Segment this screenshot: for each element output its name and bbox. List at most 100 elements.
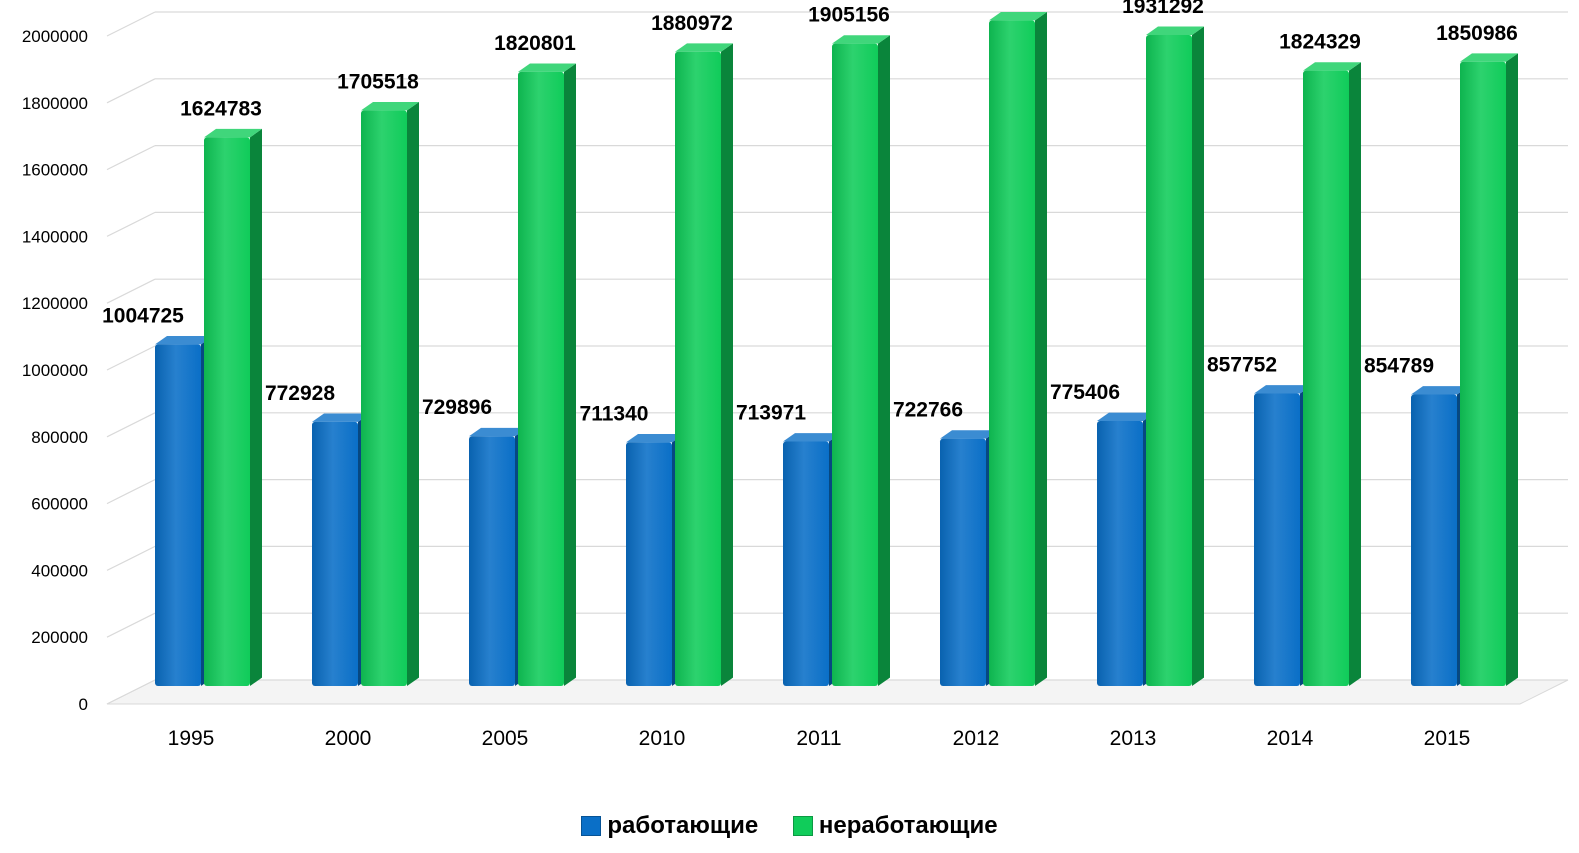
bar-2-2010 — [675, 51, 721, 686]
bar-top — [1460, 53, 1518, 62]
data-label: 1004725 — [102, 304, 184, 327]
data-label: 1624783 — [180, 97, 262, 120]
x-tick-label: 2015 — [1424, 727, 1471, 750]
bar-top — [783, 433, 841, 442]
bar-side — [250, 128, 262, 686]
bar-1-2012 — [940, 438, 986, 686]
y-tick-label: 1400000 — [22, 227, 88, 246]
bar-top — [626, 434, 684, 443]
x-tick-label: 2010 — [639, 727, 686, 750]
legend-label-series-2: неработающие — [818, 812, 998, 839]
bar-2-2011 — [832, 43, 878, 686]
bar-2-2000 — [361, 110, 407, 686]
gridline-depth — [106, 679, 156, 705]
bar-1-2014 — [1254, 393, 1300, 686]
legend-swatch-series-1 — [581, 816, 602, 836]
legend-item-series-1: работающие — [581, 812, 758, 840]
bar-top — [361, 101, 419, 111]
bar-side — [564, 63, 576, 687]
data-label: 1880972 — [651, 12, 733, 35]
legend-label-series-1: работающие — [607, 812, 759, 839]
gridline-depth — [106, 278, 156, 304]
bar-top — [518, 63, 576, 72]
gridline-depth — [106, 412, 156, 438]
x-tick-label: 2012 — [953, 727, 1000, 750]
x-tick-label: 2000 — [325, 727, 372, 750]
bar-top — [1097, 412, 1155, 422]
bar-side — [1349, 62, 1361, 687]
legend: работающие неработающие — [0, 812, 1579, 843]
bar-top — [155, 336, 213, 345]
bar-top — [204, 128, 262, 138]
x-tick-label: 2011 — [796, 727, 841, 750]
data-label: 713971 — [736, 402, 806, 425]
gridline-depth — [106, 612, 156, 638]
y-tick-label: 1200000 — [22, 294, 88, 313]
bar-side — [1506, 53, 1518, 687]
gridline-depth — [106, 11, 156, 37]
bar-top — [989, 11, 1047, 21]
data-label: 1820801 — [494, 32, 576, 55]
data-label: 772928 — [265, 382, 335, 405]
bar-side — [1192, 26, 1204, 687]
bar-top — [940, 430, 998, 439]
gridline-depth — [106, 211, 156, 237]
bar-2-2012 — [989, 20, 1035, 686]
bar-1-2000 — [312, 421, 358, 686]
data-label: 775406 — [1050, 381, 1120, 404]
bar-2-2005 — [518, 71, 564, 686]
bar-top — [1254, 385, 1312, 394]
data-label: 1931292 — [1122, 0, 1204, 18]
bar-top — [312, 413, 370, 422]
bar-1-2011 — [783, 441, 829, 686]
bar-side — [878, 35, 890, 687]
data-label: 711340 — [580, 402, 649, 425]
data-label: 1905156 — [808, 4, 890, 27]
y-tick-label: 2000000 — [22, 27, 88, 46]
x-tick-label: 2005 — [482, 727, 529, 750]
bar-1-2013 — [1097, 421, 1143, 686]
y-tick-label: 1800000 — [22, 94, 88, 113]
data-label: 857752 — [1207, 354, 1277, 377]
bar-side — [721, 43, 733, 687]
bar-top — [1411, 386, 1469, 395]
bar-1-2010 — [626, 442, 672, 686]
y-tick-label: 800000 — [31, 428, 88, 447]
data-label: 1705518 — [337, 70, 419, 93]
bar-top — [1303, 62, 1361, 71]
gridline-depth — [106, 345, 156, 371]
data-label: 854789 — [1364, 355, 1434, 378]
chart-plot: 0 200000 400000 600000 800000 1000000 1200000 1… — [22, 0, 1569, 750]
y-tick-label: 0 — [79, 695, 88, 714]
bar-top — [675, 43, 733, 52]
bar-2-2014 — [1303, 70, 1349, 686]
data-label: 1975012 — [965, 0, 1047, 3]
data-label: 722766 — [893, 399, 963, 422]
bar-side — [1035, 11, 1047, 687]
bar-top — [832, 35, 890, 44]
y-tick-label: 200000 — [31, 628, 88, 647]
data-label: 729896 — [422, 396, 492, 419]
gridline-depth — [106, 78, 156, 104]
gridline-depth — [106, 145, 156, 171]
legend-swatch-series-2 — [792, 816, 813, 836]
bar-2-2013 — [1146, 34, 1192, 686]
bar-side — [407, 101, 419, 687]
y-tick-label: 600000 — [31, 495, 88, 514]
gridline-depth — [106, 479, 156, 505]
bar-1-1995 — [155, 344, 201, 686]
x-tick-label: 2014 — [1267, 727, 1314, 750]
x-tick-label: 1995 — [168, 727, 215, 750]
bar-top — [1146, 26, 1204, 35]
gridline-depth — [106, 545, 156, 571]
y-tick-label: 1000000 — [22, 361, 88, 380]
bar-1-2005 — [469, 436, 515, 686]
data-label: 1824329 — [1279, 31, 1361, 54]
y-tick-label: 400000 — [31, 561, 88, 580]
bar-top — [469, 427, 527, 437]
bar-1-2015 — [1411, 394, 1457, 686]
bar-2-1995 — [204, 137, 250, 686]
data-label: 1850986 — [1436, 22, 1518, 45]
x-tick-label: 2013 — [1110, 727, 1157, 750]
